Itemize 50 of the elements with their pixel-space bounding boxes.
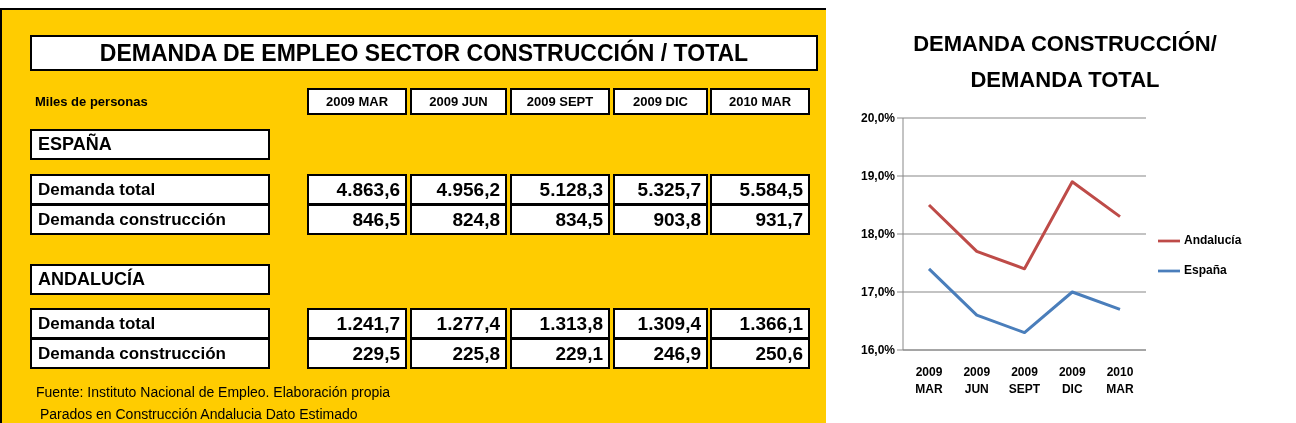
y-tick-label: 16,0%: [860, 343, 896, 358]
data-label: 903,8: [613, 204, 708, 235]
category-label: 2009 MAR: [307, 88, 407, 115]
x-tick-label: 2009 JUN: [963, 365, 991, 396]
chart-title: DEMANDA CONSTRUCCIÓN/ DEMANDA TOTAL: [912, 30, 1218, 94]
x-tick-label: 2010 MAR: [1106, 365, 1134, 396]
text: DEMANDA DE EMPLEO SECTOR CONSTRUCCIÓN / TOTAL: [30, 35, 818, 71]
data-label: 5.128,3: [510, 174, 610, 205]
data-label: 4.956,2: [410, 174, 507, 205]
category-label: 2009 DIC: [613, 88, 708, 115]
y-tick-label: 18,0%: [860, 227, 896, 242]
text: Miles de personas: [35, 94, 148, 109]
text: ANDALUCÍA: [30, 264, 270, 295]
data-label: 250,6: [710, 338, 810, 369]
data-label: 1.309,4: [613, 308, 708, 339]
data-label: 5.584,5: [710, 174, 810, 205]
text: Demanda total: [30, 174, 270, 205]
text: Demanda total: [30, 308, 270, 339]
category-label: 2009 SEPT: [510, 88, 610, 115]
legend-label: España: [1184, 263, 1227, 277]
data-label: 4.863,6: [307, 174, 407, 205]
category-label: 2010 MAR: [710, 88, 810, 115]
line-series: [927, 267, 1122, 335]
text: ESPAÑA: [30, 129, 270, 160]
x-tick-label: 2009 DIC: [1058, 365, 1086, 396]
data-label: 1.241,7: [307, 308, 407, 339]
text: Demanda construcción: [30, 204, 270, 235]
category-label: 2009 JUN: [410, 88, 507, 115]
line-series: [927, 180, 1122, 271]
legend-label: Andalucía: [1184, 233, 1242, 247]
text: Parados en Construcción Andalucia Dato Estimado: [40, 406, 358, 422]
data-label: 931,7: [710, 204, 810, 235]
y-tick-label: 19,0%: [860, 169, 896, 184]
data-label: 1.313,8: [510, 308, 610, 339]
data-label: 824,8: [410, 204, 507, 235]
data-label: 1.366,1: [710, 308, 810, 339]
data-label: 846,5: [307, 204, 407, 235]
x-tick-label: 2009 MAR: [915, 365, 943, 396]
data-label: 834,5: [510, 204, 610, 235]
data-label: 246,9: [613, 338, 708, 369]
y-tick-label: 20,0%: [860, 111, 896, 126]
data-label: 225,8: [410, 338, 507, 369]
data-label: 229,1: [510, 338, 610, 369]
y-tick-label: 17,0%: [860, 285, 896, 300]
data-label: 229,5: [307, 338, 407, 369]
x-tick-label: 2009 SEPT: [1008, 365, 1041, 396]
data-label: 1.277,4: [410, 308, 507, 339]
text: Demanda construcción: [30, 338, 270, 369]
source-note: Fuente: Instituto Nacional de Empleo. Elaboración propia: [36, 384, 391, 400]
data-label: 5.325,7: [613, 174, 708, 205]
